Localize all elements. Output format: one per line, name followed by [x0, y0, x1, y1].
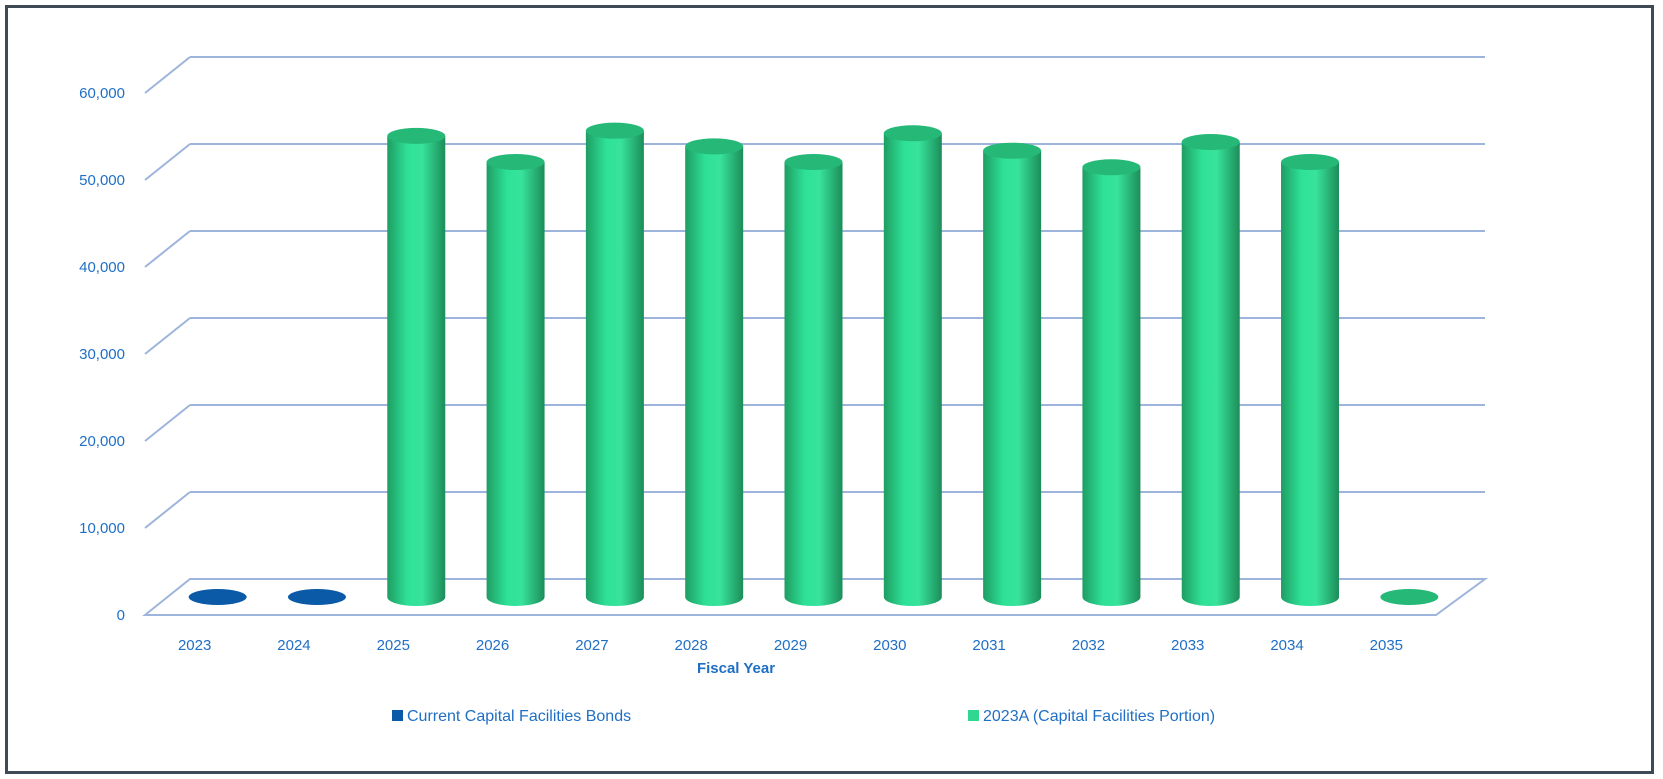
x-tick-label: 2023 — [178, 637, 211, 654]
legend-item: Current Capital Facilities Bonds — [392, 708, 631, 725]
bar-cap — [1082, 159, 1141, 176]
bar-chart: 0 10,000 20,000 30,000 40,000 50,000 60,000 202… — [79, 56, 1489, 725]
legend: Current Capital Facilities Bonds 2023A (C… — [392, 708, 1215, 725]
legend-label: 2023A (Capital Facilities Portion) — [983, 708, 1215, 725]
gridline-side — [144, 56, 191, 94]
bar-2034 — [1281, 154, 1340, 606]
y-tick-label: 40,000 — [79, 259, 125, 276]
legend-label: Current Capital Facilities Bonds — [407, 708, 631, 725]
bar-cap — [287, 589, 346, 605]
bar-body — [585, 130, 644, 606]
y-tick-label: 50,000 — [79, 172, 125, 189]
gridline-side — [144, 491, 191, 529]
bar-body — [685, 146, 744, 606]
x-tick-label: 2026 — [476, 637, 509, 654]
bar-2027 — [585, 122, 644, 606]
x-tick-label: 2034 — [1270, 637, 1303, 654]
bar-2024 — [287, 589, 346, 605]
bar-2030 — [883, 125, 942, 606]
bar-2033 — [1181, 133, 1240, 607]
bar-2028 — [685, 138, 744, 606]
bar-cap — [883, 125, 942, 142]
bar-body — [883, 133, 942, 606]
bar-cap — [486, 154, 545, 170]
y-tick-label: 20,000 — [79, 433, 125, 450]
bar-cap — [1380, 589, 1439, 605]
legend-item: 2023A (Capital Facilities Portion) — [968, 708, 1215, 725]
gridline-side — [144, 404, 191, 442]
x-tick-label: 2024 — [277, 637, 310, 654]
legend-swatch — [968, 710, 979, 721]
bar-cap — [1181, 133, 1240, 150]
bar-cap — [1281, 154, 1340, 170]
legend-swatch — [392, 710, 403, 721]
x-tick-label: 2033 — [1171, 637, 1204, 654]
x-tick-label: 2030 — [873, 637, 906, 654]
bar-body — [1181, 141, 1240, 607]
gridline-side — [144, 317, 191, 355]
bar-2031 — [983, 142, 1042, 606]
y-tick-label: 10,000 — [79, 520, 125, 537]
x-tick-label: 2025 — [377, 637, 410, 654]
bar-body — [387, 135, 446, 606]
gridline-side — [144, 143, 191, 181]
floor-plane — [142, 578, 1489, 616]
bar-2032 — [1082, 159, 1141, 606]
bar-cap — [585, 122, 644, 139]
bar-body — [1082, 167, 1141, 606]
bar-body — [486, 162, 545, 606]
bar-cap — [685, 138, 744, 155]
x-tick-label: 2032 — [1072, 637, 1105, 654]
bar-2029 — [784, 154, 843, 606]
y-tick-label: 30,000 — [79, 346, 125, 363]
bar-cap — [387, 127, 446, 144]
x-axis-title: Fiscal Year — [697, 660, 775, 677]
x-tick-label: 2029 — [774, 637, 807, 654]
tick-labels: 0 10,000 20,000 30,000 40,000 50,000 60,000 202… — [79, 85, 1403, 654]
bar-2023 — [188, 589, 247, 605]
bar-2026 — [486, 154, 545, 606]
bars — [188, 122, 1439, 607]
axes — [142, 578, 1489, 616]
bar-2025 — [387, 127, 446, 606]
bar-cap — [784, 154, 843, 170]
x-tick-label: 2027 — [575, 637, 608, 654]
chart-frame: 0 10,000 20,000 30,000 40,000 50,000 60,000 202… — [5, 5, 1654, 774]
y-tick-label: 0 — [117, 607, 125, 624]
bar-cap — [188, 589, 247, 605]
bar-cap — [983, 142, 1042, 159]
gridline-side — [144, 230, 191, 268]
bar-body — [1281, 162, 1340, 606]
bar-2035 — [1380, 589, 1439, 605]
y-tick-label: 60,000 — [79, 85, 125, 102]
x-tick-label: 2035 — [1370, 637, 1403, 654]
x-tick-label: 2031 — [972, 637, 1005, 654]
bar-body — [784, 162, 843, 606]
bar-body — [983, 150, 1042, 606]
x-tick-label: 2028 — [675, 637, 708, 654]
